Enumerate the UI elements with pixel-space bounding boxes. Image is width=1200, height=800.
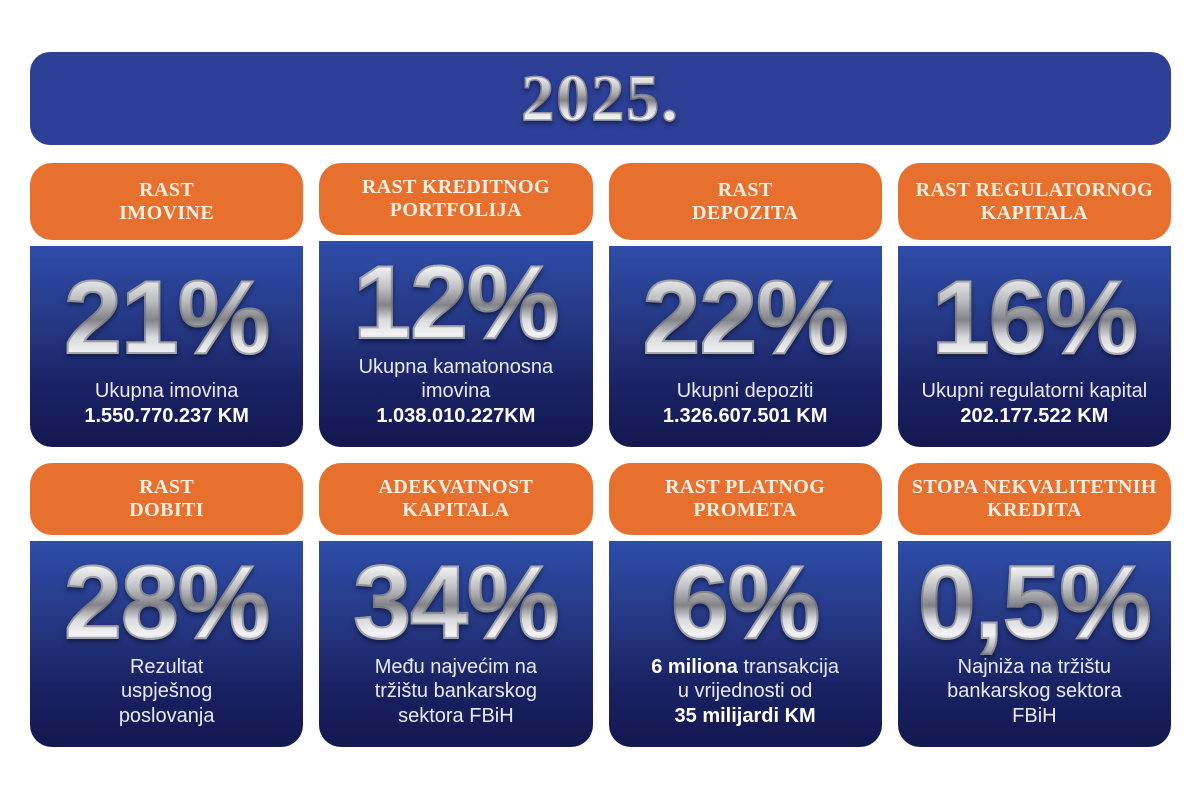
kpi-description-line: Najniža na tržištu: [957, 655, 1112, 678]
kpi-description-line: 6 miliona transakcija: [651, 655, 840, 678]
kpi-card-body: 6% 6 miliona transakcija u vrijednosti o…: [608, 540, 882, 747]
kpi-card-body: 28% Rezultat uspješnog poslovanja: [30, 540, 304, 747]
card-divider: [609, 535, 882, 541]
kpi-card-header: RAST PLATNOG PROMETA: [608, 463, 882, 536]
kpi-description-line: tržištu bankarskog: [374, 680, 538, 703]
kpi-description-line: 202.177.522 KM: [960, 405, 1109, 428]
kpi-title: RAST DEPOZITA: [692, 178, 799, 224]
kpi-description-line: Među najvećim na: [374, 655, 538, 678]
kpi-card-body: 34% Među najvećim na tržištu bankarskog …: [319, 540, 593, 747]
kpi-value: 0,5%: [917, 544, 1153, 661]
kpi-card-header: STOPA NEKVALITETNIH KREDITA: [897, 463, 1171, 536]
kpi-description-line: u vrijednosti od: [677, 680, 813, 703]
kpi-description-line: poslovanja: [118, 705, 215, 728]
kpi-value: 22%: [642, 256, 850, 379]
kpi-value: 16%: [931, 256, 1139, 379]
kpi-card-header: RAST REGULATORNOG KAPITALA: [897, 163, 1171, 240]
kpi-value: 34%: [352, 544, 560, 661]
kpi-card-body: 0,5% Najniža na tržištu bankarskog sekto…: [897, 540, 1171, 747]
kpi-card-rast-imovine: RAST IMOVINE 21% Ukupna imovina 1.550.77…: [30, 163, 304, 447]
kpi-card-rast-regulatornog-kapitala: RAST REGULATORNOG KAPITALA 16% Ukupni re…: [897, 163, 1171, 447]
kpi-card-rast-dobiti: RAST DOBITI 28% Rezultat uspješnog poslo…: [30, 463, 304, 747]
kpi-card-body: 12% Ukupna kamatonosna imovina 1.038.010…: [319, 240, 593, 447]
kpi-description: Među najvećim na tržištu bankarskog sekt…: [375, 655, 537, 729]
card-divider: [319, 535, 592, 541]
kpi-description: Ukupna imovina 1.550.770.237 KM: [84, 379, 249, 429]
kpi-value: 6%: [670, 544, 821, 661]
kpi-title: ADEKVATNOST KAPITALA: [378, 476, 534, 522]
kpi-card-rast-kreditnog-portfolija: RAST KREDITNOG PORTFOLIJA 12% Ukupna kam…: [319, 163, 593, 447]
kpi-title: RAST KREDITNOG PORTFOLIJA: [361, 176, 550, 222]
year-banner: 2025.: [30, 52, 1171, 145]
kpi-card-header: RAST DEPOZITA: [608, 163, 882, 240]
kpi-title: RAST REGULATORNOG KAPITALA: [915, 178, 1154, 224]
kpi-value: 28%: [63, 544, 271, 661]
kpi-card-body: 16% Ukupni regulatorni kapital 202.177.5…: [897, 246, 1171, 447]
kpi-card-rast-platnog-prometa: RAST PLATNOG PROMETA 6% 6 miliona transa…: [608, 463, 882, 747]
kpi-card-header: RAST IMOVINE: [30, 163, 304, 240]
kpi-description-line: Ukupna kamatonosna imovina: [358, 355, 554, 403]
kpi-card-header: ADEKVATNOST KAPITALA: [319, 463, 593, 536]
kpi-description: Ukupna kamatonosna imovina 1.038.010.227…: [329, 355, 582, 429]
kpi-card-rast-depozita: RAST DEPOZITA 22% Ukupni depoziti 1.326.…: [608, 163, 882, 447]
kpi-description-line: 1.038.010.227KM: [376, 405, 536, 428]
kpi-description: 6 miliona transakcija u vrijednosti od 3…: [651, 655, 839, 729]
kpi-description-line: 1.326.607.501 KM: [662, 405, 828, 428]
kpi-title: RAST DOBITI: [129, 476, 204, 522]
kpi-description-line: FBiH: [1012, 705, 1057, 728]
kpi-card-stopa-nekvalitetnih-kredita: STOPA NEKVALITETNIH KREDITA 0,5% Najniža…: [897, 463, 1171, 747]
kpi-description: Rezultat uspješnog poslovanja: [119, 655, 215, 729]
kpi-description-line: Ukupna imovina: [94, 380, 239, 403]
kpi-description: Ukupni regulatorni kapital 202.177.522 K…: [922, 379, 1148, 429]
year-title: 2025.: [521, 61, 680, 135]
kpi-description-line: 35 milijardi KM: [674, 705, 816, 728]
card-divider: [319, 235, 592, 241]
kpi-description-line: 1.550.770.237 KM: [84, 405, 249, 428]
kpi-card-body: 22% Ukupni depoziti 1.326.607.501 KM: [608, 246, 882, 447]
kpi-title: RAST PLATNOG PROMETA: [665, 476, 826, 522]
kpi-grid: RAST IMOVINE 21% Ukupna imovina 1.550.77…: [30, 163, 1171, 747]
kpi-card-header: RAST KREDITNOG PORTFOLIJA: [319, 163, 593, 236]
kpi-description-line: Rezultat: [129, 655, 204, 678]
kpi-description-line: uspješnog: [121, 680, 213, 703]
kpi-description-line: sektora FBiH: [398, 705, 514, 728]
card-divider: [898, 535, 1171, 541]
kpi-description: Najniža na tržištu bankarskog sektora FB…: [947, 655, 1122, 729]
kpi-card-header: RAST DOBITI: [30, 463, 304, 536]
kpi-value: 21%: [63, 256, 271, 379]
kpi-value: 12%: [352, 244, 560, 361]
kpi-title: RAST IMOVINE: [119, 178, 215, 224]
kpi-description-line: Ukupni depoziti: [676, 380, 814, 403]
kpi-card-body: 21% Ukupna imovina 1.550.770.237 KM: [30, 246, 304, 447]
kpi-title: STOPA NEKVALITETNIH KREDITA: [911, 476, 1157, 522]
kpi-description-line: bankarskog sektora: [947, 680, 1122, 703]
kpi-description-line: Ukupni regulatorni kapital: [921, 380, 1148, 403]
card-divider: [30, 535, 303, 541]
kpi-card-adekvatnost-kapitala: ADEKVATNOST KAPITALA 34% Među najvećim n…: [319, 463, 593, 747]
kpi-description: Ukupni depoziti 1.326.607.501 KM: [663, 379, 828, 429]
